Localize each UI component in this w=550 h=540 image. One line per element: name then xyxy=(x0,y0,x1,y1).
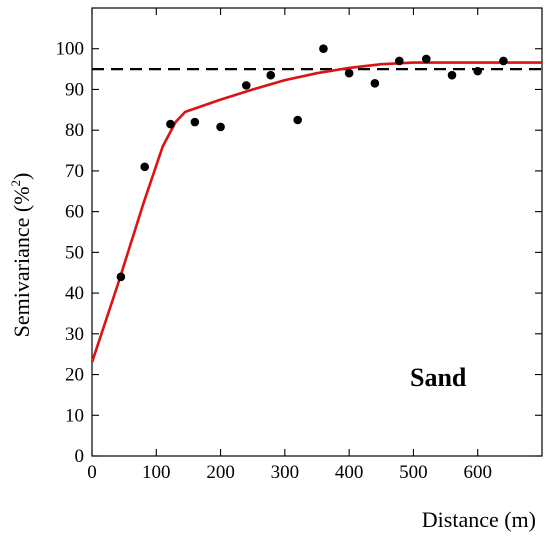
data-point xyxy=(421,54,431,64)
fitted-model-curve xyxy=(90,61,542,363)
x-tick-label: 0 xyxy=(87,462,97,483)
data-point xyxy=(140,162,150,172)
data-point xyxy=(166,119,175,129)
plot-frame xyxy=(91,7,543,457)
data-point xyxy=(293,115,303,125)
y-tick-label: 60 xyxy=(65,202,84,223)
data-point xyxy=(394,56,404,66)
x-tick-label: 200 xyxy=(206,462,235,483)
x-axis-title: Distance (m) xyxy=(422,507,536,532)
x-tick-label: 300 xyxy=(271,462,300,483)
x-tick-label: 600 xyxy=(463,462,492,483)
y-tick-label: 20 xyxy=(65,365,84,386)
data-point xyxy=(116,272,126,282)
x-tick-label: 400 xyxy=(335,462,364,483)
data-point xyxy=(216,122,225,132)
data-point xyxy=(266,70,276,80)
y-axis-title-superscript: 2 xyxy=(8,180,23,187)
y-tick-label: 100 xyxy=(56,39,85,60)
y-tick-label: 40 xyxy=(65,283,84,304)
data-point xyxy=(241,81,251,90)
y-tick-label: 10 xyxy=(65,405,84,426)
y-tick-label: 70 xyxy=(65,161,84,182)
data-point xyxy=(190,117,200,127)
y-axis-title-close: ) xyxy=(9,173,34,180)
data-point xyxy=(447,70,457,80)
plot-area: 0 100 200 300 400 500 600 0 10 20 30 40 50 60 70 80 90 10… xyxy=(56,7,543,483)
y-tick-label: 30 xyxy=(65,324,84,345)
y-axis-title: Semivariance (%2) xyxy=(8,173,34,338)
data-point xyxy=(473,66,483,76)
data-point xyxy=(344,68,354,78)
x-tick-label: 100 xyxy=(142,462,171,483)
data-point xyxy=(319,44,328,54)
x-tick-label: 500 xyxy=(399,462,428,483)
data-point xyxy=(499,56,508,66)
y-tick-label: 80 xyxy=(65,120,84,141)
y-tick-label: 90 xyxy=(65,79,84,100)
sand-annotation: Sand xyxy=(410,363,467,392)
y-axis-title-main: Semivariance (% xyxy=(9,186,34,337)
y-tick-label: 50 xyxy=(65,242,84,263)
y-tick-label: 0 xyxy=(75,446,85,467)
data-point xyxy=(370,79,380,88)
